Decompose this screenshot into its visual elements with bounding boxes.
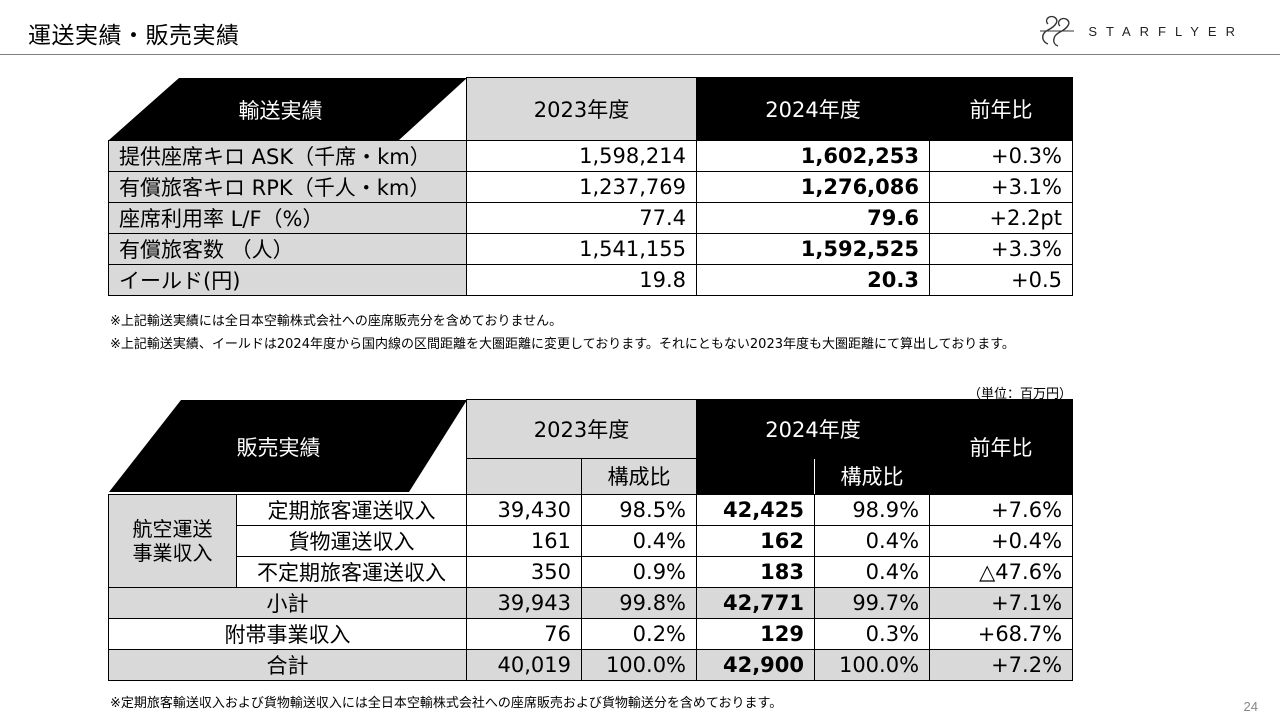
transport-note-1: ※上記輸送実績には全日本空輸株式会社への座席販売分を含めておりません。 bbox=[110, 314, 563, 329]
sales-header-row-2: 構成比 構成比 bbox=[109, 458, 1073, 495]
value-2024: 1,276,086 bbox=[696, 171, 930, 203]
diagonal-banner-shape bbox=[108, 77, 466, 140]
value-2023: 77.4 bbox=[466, 202, 697, 234]
value-2023: 1,541,155 bbox=[466, 233, 697, 265]
sales-note: ※定期旅客輸送収入および貨物輸送収入には全日本空輸株式会社への座席販売および貨物… bbox=[110, 696, 783, 711]
header-divider bbox=[0, 54, 1280, 55]
ratio-2024: 100.0% bbox=[814, 648, 931, 681]
diagonal-banner-shape bbox=[108, 399, 466, 492]
sales-header-ratio-2023: 構成比 bbox=[580, 458, 698, 495]
transport-table: 輸送実績 2023年度 2024年度 前年比 提供座席キロ ASK（千席・km）… bbox=[108, 77, 1073, 296]
transport-header-label: 輸送実績 bbox=[238, 98, 323, 123]
transport-header-row: 輸送実績 2023年度 2024年度 前年比 bbox=[108, 77, 1073, 141]
row-label: 有償旅客数 （人） bbox=[108, 233, 467, 265]
value-2024: 1,602,253 bbox=[696, 140, 930, 172]
sales-header-row-1: 販売実績 2023年度 2024年度 前年比 bbox=[108, 398, 1074, 495]
row-label: 貨物運送収入 bbox=[236, 524, 467, 557]
transport-header-2024: 2024年度 bbox=[696, 77, 930, 141]
ratio-2023: 0.9% bbox=[580, 555, 698, 588]
page-number: 24 bbox=[1243, 699, 1258, 714]
row-label: 有償旅客キロ RPK（千人・km） bbox=[108, 171, 467, 203]
value-2023: 350 bbox=[466, 555, 582, 588]
table-row: 不定期旅客運送収入 350 0.9% 183 0.4% △47.6% bbox=[109, 555, 1074, 588]
table-row: 貨物運送収入 161 0.4% 162 0.4% +0.4% bbox=[109, 524, 1074, 557]
sales-header-2024: 2024年度 bbox=[696, 398, 931, 460]
row-label: 定期旅客運送収入 bbox=[236, 493, 467, 526]
table-row: 附帯事業収入 76 0.2% 129 0.3% +68.7% bbox=[108, 617, 1074, 650]
brand-name: STARFLYER bbox=[1088, 23, 1244, 39]
value-yoy: +68.7% bbox=[929, 617, 1074, 650]
value-2024: 79.6 bbox=[696, 202, 930, 234]
row-label: 座席利用率 L/F（%） bbox=[108, 202, 467, 234]
unit-label: （単位：百万円） bbox=[967, 387, 1072, 402]
value-2023: 19.8 bbox=[466, 264, 697, 296]
value-yoy: +3.1% bbox=[929, 171, 1073, 203]
sf-monogram-icon bbox=[1040, 15, 1075, 47]
table-row: 座席利用率 L/F（%） 77.4 79.6 +2.2pt bbox=[108, 202, 1073, 234]
value-yoy: +7.6% bbox=[929, 493, 1074, 526]
table-row: イールド(円) 19.8 20.3 +0.5 bbox=[108, 264, 1073, 296]
value-yoy: +7.1% bbox=[929, 586, 1074, 619]
ratio-2024: 98.9% bbox=[814, 493, 931, 526]
sales-header-yoy: 前年比 bbox=[929, 399, 1074, 495]
subtotal-row: 小計 39,943 99.8% 42,771 99.7% +7.1% bbox=[108, 586, 1074, 619]
value-2024: 183 bbox=[696, 555, 816, 588]
value-yoy: +0.5 bbox=[929, 264, 1073, 296]
ratio-2024: 0.4% bbox=[814, 524, 931, 557]
ratio-2023: 99.8% bbox=[580, 586, 698, 619]
value-2023: 39,943 bbox=[466, 586, 582, 619]
sales-header-ratio-2024: 構成比 bbox=[814, 458, 931, 495]
value-2024: 162 bbox=[696, 524, 816, 557]
value-2023: 161 bbox=[466, 524, 582, 557]
table-row: 有償旅客数 （人） 1,541,155 1,592,525 +3.3% bbox=[108, 233, 1073, 265]
group-label-air-transport: 航空運送 事業収入 bbox=[108, 493, 237, 588]
value-2023: 76 bbox=[466, 617, 582, 650]
sales-header-label: 販売実績 bbox=[236, 435, 321, 460]
sales-header-2024-blank bbox=[696, 458, 815, 495]
value-yoy: +3.3% bbox=[929, 233, 1073, 265]
sales-table: 販売実績 2023年度 2024年度 前年比 構成比 構成比 航空運送 事業収入… bbox=[108, 398, 1074, 681]
sales-header-label-cell: 販売実績 bbox=[108, 399, 467, 495]
value-yoy: △47.6% bbox=[929, 555, 1074, 588]
ratio-2023: 0.2% bbox=[580, 617, 698, 650]
row-label: 合計 bbox=[108, 648, 467, 681]
table-row: 有償旅客キロ RPK（千人・km） 1,237,769 1,276,086 +3… bbox=[108, 171, 1073, 203]
value-2024: 1,592,525 bbox=[696, 233, 930, 265]
transport-header-label-cell: 輸送実績 bbox=[108, 77, 467, 141]
row-label: 提供座席キロ ASK（千席・km） bbox=[108, 140, 467, 172]
value-2023: 39,430 bbox=[466, 493, 582, 526]
ratio-2023: 100.0% bbox=[580, 648, 698, 681]
value-yoy: +0.4% bbox=[929, 524, 1074, 557]
starflyer-logo: STARFLYER bbox=[1034, 14, 1244, 48]
value-2023: 1,598,214 bbox=[466, 140, 697, 172]
ratio-2023: 98.5% bbox=[580, 493, 698, 526]
total-row: 合計 40,019 100.0% 42,900 100.0% +7.2% bbox=[108, 648, 1074, 681]
ratio-2024: 99.7% bbox=[814, 586, 931, 619]
sales-header-2023: 2023年度 bbox=[465, 398, 698, 460]
value-2024: 129 bbox=[696, 617, 816, 650]
ratio-2023: 0.4% bbox=[580, 524, 698, 557]
value-2024: 42,900 bbox=[696, 648, 816, 681]
value-yoy: +7.2% bbox=[929, 648, 1074, 681]
transport-header-yoy: 前年比 bbox=[929, 77, 1073, 141]
transport-note-2: ※上記輸送実績、イールドは2024年度から国内線の区間距離を大圏距離に変更してお… bbox=[110, 337, 1015, 352]
table-row: 提供座席キロ ASK（千席・km） 1,598,214 1,602,253 +0… bbox=[108, 140, 1073, 172]
value-2024: 20.3 bbox=[696, 264, 930, 296]
value-2023: 1,237,769 bbox=[466, 171, 697, 203]
value-2023: 40,019 bbox=[466, 648, 582, 681]
value-yoy: +2.2pt bbox=[929, 202, 1073, 234]
row-label: イールド(円) bbox=[108, 264, 467, 296]
row-label: 附帯事業収入 bbox=[108, 617, 467, 650]
row-label: 不定期旅客運送収入 bbox=[236, 555, 467, 588]
sales-header-2023-blank bbox=[466, 458, 582, 495]
ratio-2024: 0.3% bbox=[814, 617, 931, 650]
ratio-2024: 0.4% bbox=[814, 555, 931, 588]
value-2024: 42,425 bbox=[696, 493, 816, 526]
value-2024: 42,771 bbox=[696, 586, 816, 619]
page-title: 運送実績・販売実績 bbox=[28, 23, 240, 49]
table-row: 航空運送 事業収入 定期旅客運送収入 39,430 98.5% 42,425 9… bbox=[108, 493, 1074, 588]
transport-header-2023: 2023年度 bbox=[466, 77, 697, 141]
value-yoy: +0.3% bbox=[929, 140, 1073, 172]
row-label: 小計 bbox=[108, 586, 467, 619]
